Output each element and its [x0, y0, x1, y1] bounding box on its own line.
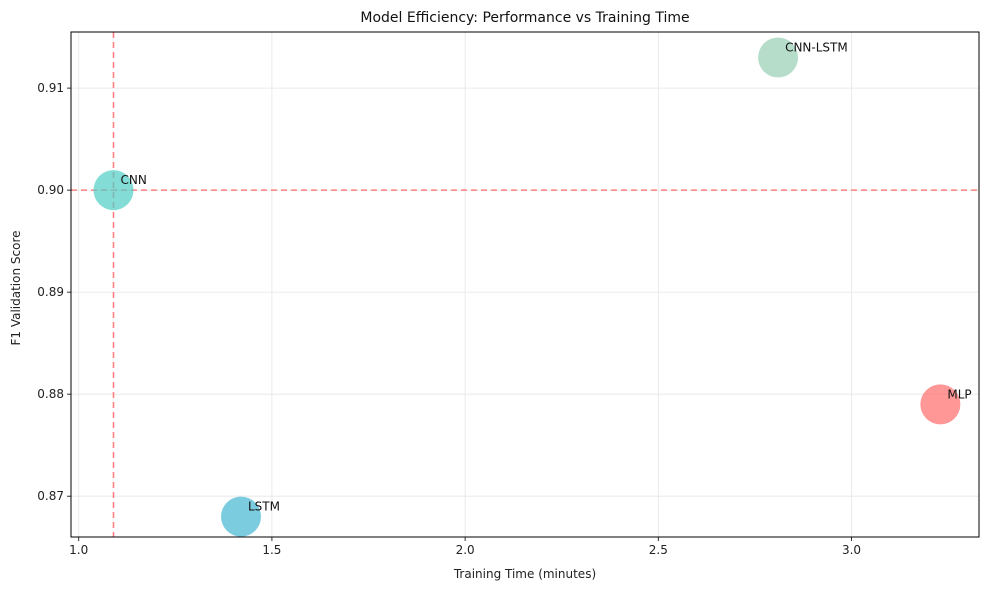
chart-title: Model Efficiency: Performance vs Trainin…	[360, 10, 689, 26]
y-tick-label: 0.91	[37, 81, 64, 95]
x-tick-label: 1.5	[262, 543, 281, 557]
scatter-point-cnn-lstm	[758, 37, 799, 78]
reference-lines	[71, 32, 979, 537]
scatter-point-mlp	[920, 384, 961, 425]
y-axis-label: F1 Validation Score	[9, 230, 23, 345]
y-axis-ticks: 0.87 0.88 0.89 0.90 0.91	[37, 81, 71, 503]
plot-frame	[70, 31, 980, 538]
x-tick-label: 3.0	[842, 543, 861, 557]
grid	[71, 32, 979, 537]
y-tick-label: 0.87	[37, 489, 64, 503]
x-tick-label: 2.5	[649, 543, 668, 557]
x-axis-ticks: 1.0 1.5 2.0 2.5 3.0	[69, 537, 861, 557]
data-points: CNN LSTM CNN-LSTM MLP	[93, 37, 972, 537]
x-tick-label: 2.0	[456, 543, 475, 557]
point-label-lstm: LSTM	[248, 500, 280, 514]
point-label-cnn: CNN	[121, 173, 147, 187]
y-tick-label: 0.90	[37, 183, 64, 197]
point-label-cnn-lstm: CNN-LSTM	[785, 41, 848, 55]
y-tick-label: 0.89	[37, 285, 64, 299]
scatter-point-lstm	[221, 496, 262, 537]
x-axis-label: Training Time (minutes)	[453, 567, 596, 581]
scatter-point-cnn	[93, 170, 134, 211]
x-tick-label: 1.0	[69, 543, 88, 557]
point-label-mlp: MLP	[947, 387, 971, 401]
y-tick-label: 0.88	[37, 387, 64, 401]
